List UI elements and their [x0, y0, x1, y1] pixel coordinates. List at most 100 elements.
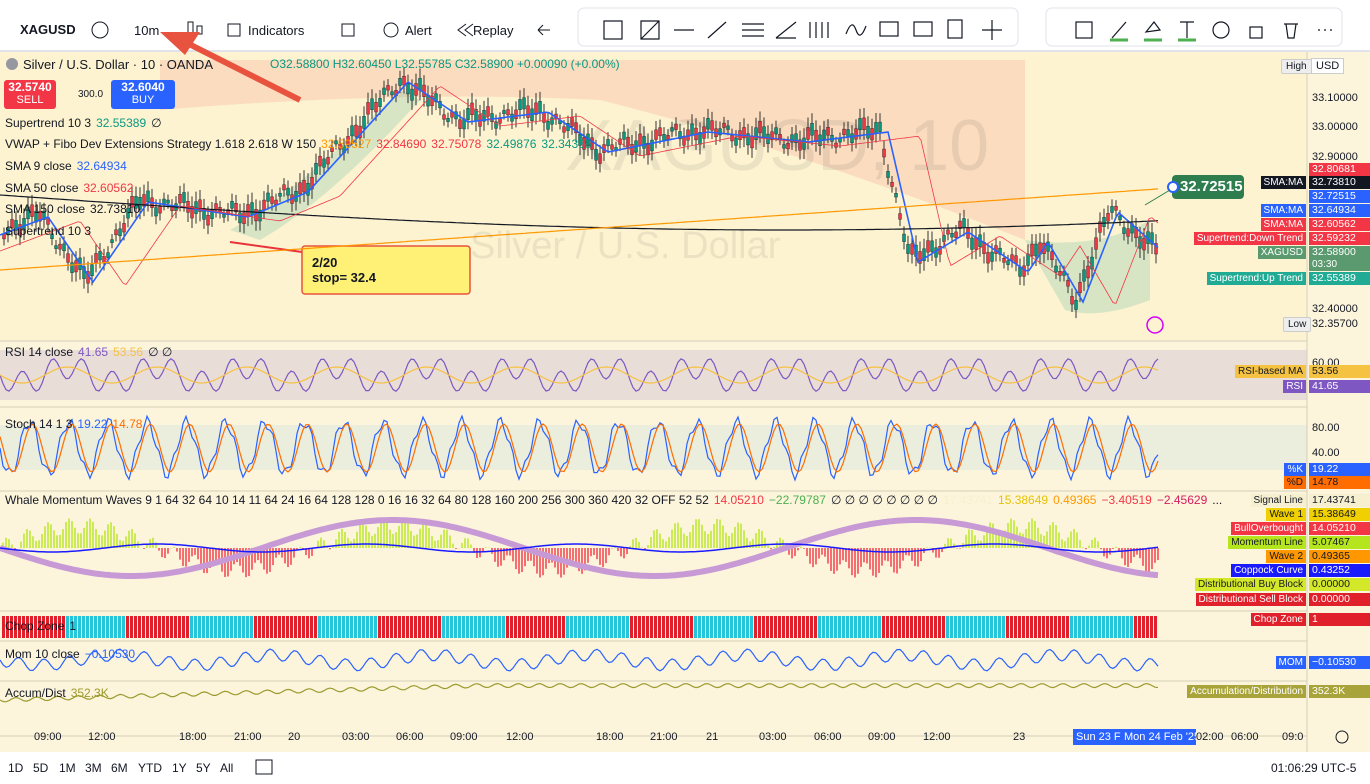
range-button[interactable]: 5Y [196, 761, 211, 775]
whale-bar [530, 548, 532, 561]
chop-bar [26, 616, 29, 638]
band [0, 425, 1307, 470]
candle [1106, 213, 1110, 222]
whale-bar [38, 540, 40, 548]
tool-grid[interactable] [603, 20, 623, 40]
sell-button[interactable]: 32.5740 SELL [4, 80, 56, 109]
candle [990, 251, 994, 262]
tool-pen[interactable] [1111, 21, 1127, 39]
range-button[interactable]: 3M [85, 761, 102, 775]
candle [346, 136, 350, 146]
whale-bar [320, 537, 322, 548]
whale-bar [1031, 518, 1033, 548]
chop-bar [362, 616, 365, 638]
whale-bar [506, 548, 508, 556]
axis-high: High [1281, 59, 1312, 74]
tool-text[interactable] [879, 21, 899, 37]
chop-bar [166, 616, 169, 638]
range-button[interactable]: YTD [138, 761, 162, 775]
interval[interactable]: 10m [134, 23, 160, 38]
chop-bar [382, 616, 385, 638]
templates-icon[interactable] [341, 23, 355, 37]
range-button[interactable]: 5D [33, 761, 49, 775]
whale-bar [212, 548, 214, 563]
candle [434, 93, 438, 103]
candle [826, 126, 830, 136]
undo-icon[interactable] [537, 24, 550, 36]
whale-bar [464, 538, 466, 548]
chop-bar [1082, 616, 1085, 638]
whale-bar [1028, 522, 1030, 548]
chop-bar [906, 616, 909, 638]
candle [146, 190, 150, 203]
add-symbol-icon[interactable] [91, 21, 109, 39]
replay-icon[interactable] [457, 23, 474, 37]
whale-bar [620, 548, 622, 557]
settings-icon[interactable] [1335, 730, 1349, 744]
whale-bar [1067, 537, 1069, 548]
tool-forecast[interactable] [809, 22, 829, 38]
tool-lock[interactable] [1249, 26, 1263, 39]
whale-bar [827, 548, 829, 564]
symbol-search[interactable]: XAGUSD [20, 22, 76, 37]
symbol-title: Silver / U.S. Dollar · 10 · OANDA [23, 57, 213, 72]
whale-bar [959, 548, 961, 549]
tool-delete[interactable] [1284, 23, 1298, 39]
range-button[interactable]: 6M [111, 761, 128, 775]
badge-sub: 03:30 [1309, 259, 1370, 271]
range-button[interactable]: 1D [8, 761, 24, 775]
whale-bar [1034, 520, 1036, 548]
tool-callout[interactable] [913, 21, 933, 37]
tool-gann[interactable] [775, 21, 797, 39]
chop-bar [42, 616, 45, 638]
axis-tick-label: 32.90000 [1312, 151, 1358, 163]
tool-font[interactable] [1180, 21, 1194, 38]
tool-layers[interactable] [1075, 21, 1093, 39]
range-button[interactable]: All [220, 761, 234, 775]
range-button[interactable]: 1Y [172, 761, 187, 775]
toolbar-button[interactable]: Replay [473, 23, 514, 38]
time-label: 12:00 [923, 731, 951, 743]
tool-trend[interactable] [707, 21, 727, 39]
price-callout-box [1172, 175, 1244, 199]
chop-bar [262, 616, 265, 638]
legend-part: 19.22 [77, 417, 108, 431]
tool-price[interactable] [947, 19, 963, 39]
whale-bar [728, 535, 730, 548]
buy-button[interactable]: 32.6040 BUY [111, 80, 175, 109]
tool-fib[interactable] [640, 20, 660, 40]
tool-measure[interactable] [982, 20, 1002, 40]
annotation-date: 2/20 [312, 255, 338, 270]
whale-bar [59, 534, 61, 548]
time-label: 20 [288, 731, 301, 743]
chart-type-icon[interactable] [196, 25, 203, 35]
legend-part: −22.79787 [768, 493, 826, 507]
candle [206, 214, 210, 226]
whale-bar [1106, 548, 1108, 559]
axis-low-value: 32.35700 [1312, 318, 1358, 330]
candle [490, 113, 494, 122]
candle [266, 192, 270, 202]
candle [806, 127, 810, 140]
badge-value: 53.56 [1309, 365, 1370, 378]
candle [370, 98, 374, 110]
calendar-icon[interactable] [255, 759, 273, 775]
tool-settings[interactable] [1212, 21, 1230, 39]
whale-bar [380, 520, 382, 548]
whale-bar [746, 537, 748, 548]
indicators-icon[interactable] [227, 23, 241, 37]
tool-brush[interactable] [845, 24, 867, 36]
toolbar-button[interactable]: Alert [405, 23, 432, 38]
whale-bar [344, 531, 346, 548]
whale-bar [986, 527, 988, 548]
alert-icon[interactable] [383, 22, 399, 38]
whale-bar [5, 537, 7, 548]
chop-bar [326, 616, 329, 638]
candle [90, 264, 94, 277]
range-button[interactable]: 1M [59, 761, 76, 775]
tool-fill[interactable] [1144, 21, 1162, 33]
tool-channel[interactable] [742, 23, 764, 37]
candle [538, 101, 542, 113]
toolbar-button[interactable]: Indicators [248, 23, 305, 38]
chop-bar [814, 616, 817, 638]
